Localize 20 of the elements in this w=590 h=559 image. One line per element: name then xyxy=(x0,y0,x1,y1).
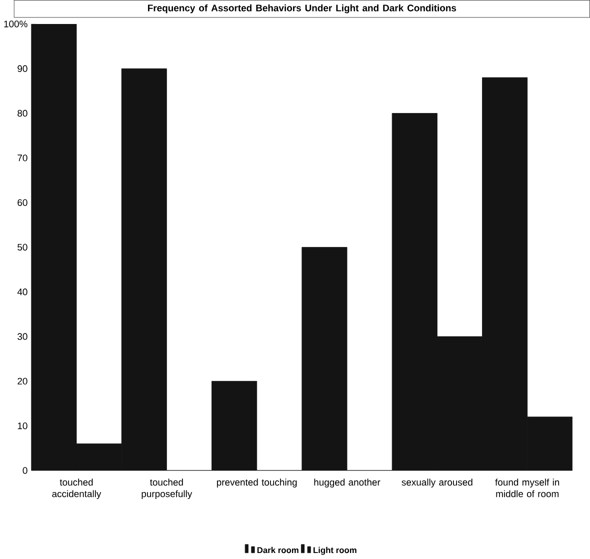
y-tick-label: 80 xyxy=(18,110,28,117)
y-tick-label: 90 xyxy=(18,65,28,72)
x-tick-label: found myself in middle of room xyxy=(495,478,560,498)
x-tick-label: touched purposefully xyxy=(142,478,192,500)
legend-label: Light room xyxy=(314,547,356,555)
y-tick-label: 50 xyxy=(18,244,28,251)
y-tick-label: 20 xyxy=(18,378,28,385)
y-tick-label: 70 xyxy=(18,154,28,162)
x-tick-label: sexually aroused xyxy=(402,478,472,488)
y-tick-label: 40 xyxy=(17,288,28,296)
y-tick-label: 0 xyxy=(22,467,28,474)
y-tick-label: 100% xyxy=(4,20,28,28)
x-tick-label: touched accidentally xyxy=(52,478,102,500)
y-tick-label: 30 xyxy=(18,333,28,340)
y-tick-label: 10 xyxy=(18,422,28,430)
legend-label: Dark room xyxy=(257,547,298,554)
x-tick-label: hugged another xyxy=(314,478,380,488)
y-tick-label: 60 xyxy=(18,199,28,206)
x-tick-label: prevented touching xyxy=(216,478,297,488)
chart-title: Frequency of Assorted Behaviors Under Light and Dark Conditions xyxy=(148,4,456,14)
